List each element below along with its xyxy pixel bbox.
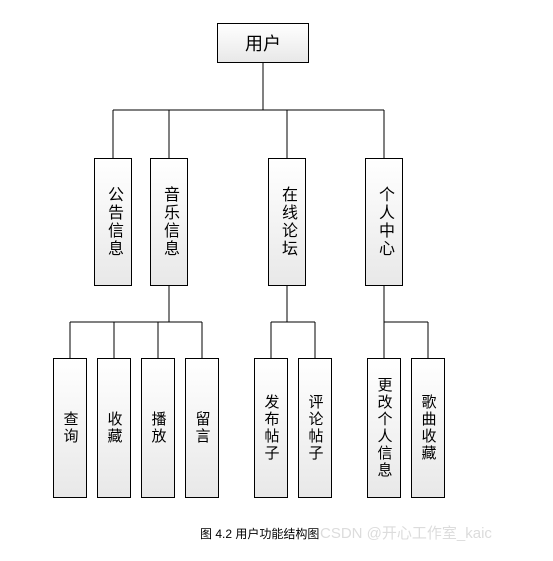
node-label: 发布帖子 [261, 394, 282, 462]
node-leaf1: 查询 [53, 358, 87, 498]
node-label: 音乐信息 [157, 186, 181, 258]
node-label: 在线论坛 [275, 186, 299, 258]
node-label: 用户 [245, 30, 281, 56]
node-label: 歌曲收藏 [418, 394, 439, 462]
node-leaf3: 播放 [141, 358, 175, 498]
node-label: 播放 [148, 411, 169, 445]
watermark-text: CSDN @开心工作室_kaic [320, 522, 492, 543]
node-mid1: 公告信息 [94, 158, 132, 286]
node-leaf8: 歌曲收藏 [411, 358, 445, 498]
node-leaf2: 收藏 [97, 358, 131, 498]
node-leaf4: 留言 [185, 358, 219, 498]
node-label: 评论帖子 [305, 394, 326, 462]
node-label: 查询 [60, 411, 81, 445]
node-label: 个人中心 [372, 186, 396, 258]
node-mid3: 在线论坛 [268, 158, 306, 286]
node-root: 用户 [217, 23, 309, 63]
node-label: 更改个人信息 [374, 377, 395, 479]
figure-caption: 图 4.2 用户功能结构图 [200, 525, 319, 542]
diagram-canvas: 用户 公告信息 音乐信息 在线论坛 个人中心 查询 收藏 播放 留言 发布帖子 … [0, 0, 553, 561]
node-mid4: 个人中心 [365, 158, 403, 286]
node-leaf7: 更改个人信息 [367, 358, 401, 498]
node-label: 公告信息 [101, 186, 125, 258]
node-label: 留言 [192, 411, 213, 445]
node-leaf5: 发布帖子 [254, 358, 288, 498]
node-leaf6: 评论帖子 [298, 358, 332, 498]
node-label: 收藏 [104, 411, 125, 445]
node-mid2: 音乐信息 [150, 158, 188, 286]
